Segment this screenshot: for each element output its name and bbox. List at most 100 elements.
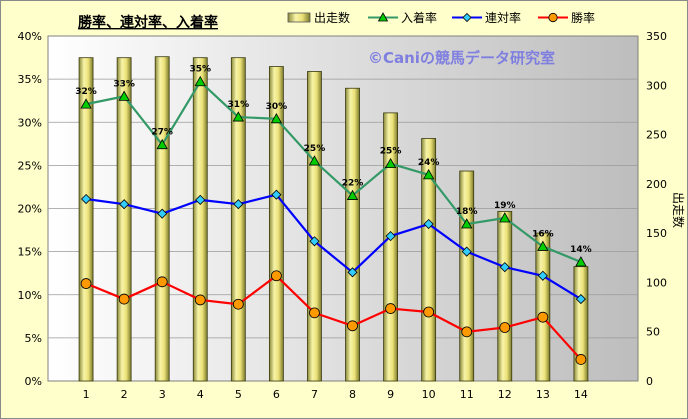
left-tick-label: 5% xyxy=(25,332,42,345)
left-tick-label: 30% xyxy=(18,116,42,129)
chart-title: 勝率、連対率、入着率 xyxy=(78,14,218,31)
point-triangle xyxy=(461,218,473,229)
point-diamond xyxy=(575,293,586,305)
point-diamond xyxy=(195,194,206,205)
legend-marker-series-1 xyxy=(462,12,472,23)
x-tick-label: 2 xyxy=(121,388,128,401)
right-axis-ticks: 0 50 100 150 200 250 300 350 xyxy=(646,30,667,388)
point-circle xyxy=(423,306,435,318)
point-circle xyxy=(156,276,168,288)
legend-item-bars: 出走数 xyxy=(287,10,350,25)
data-label: 14% xyxy=(570,245,592,255)
grid-lines xyxy=(48,78,638,339)
left-tick-label: 25% xyxy=(18,159,42,172)
right-tick-label: 300 xyxy=(646,79,667,92)
point-triangle xyxy=(499,212,511,223)
left-tick-label: 35% xyxy=(18,73,42,86)
right-tick-label: 100 xyxy=(646,276,667,289)
left-tick-label: 15% xyxy=(18,246,42,259)
bar xyxy=(268,66,284,382)
point-triangle xyxy=(575,256,587,267)
bar xyxy=(116,57,132,382)
point-triangle xyxy=(194,75,206,87)
point-circle xyxy=(461,326,473,338)
point-diamond xyxy=(80,193,92,205)
point-diamond xyxy=(309,236,320,247)
right-tick-label: 50 xyxy=(646,326,660,339)
data-label: 32% xyxy=(75,87,97,97)
right-tick-label: 250 xyxy=(646,129,667,142)
point-diamond xyxy=(423,218,434,230)
point-triangle xyxy=(537,240,549,251)
bar xyxy=(383,112,398,382)
point-circle xyxy=(194,294,206,306)
x-tick-label: 12 xyxy=(498,388,512,401)
x-tick-label: 6 xyxy=(273,388,280,401)
x-tick-label: 1 xyxy=(83,388,90,401)
data-label: 27% xyxy=(151,128,173,138)
point-circle xyxy=(347,320,358,332)
point-diamond xyxy=(119,199,130,210)
left-tick-label: 20% xyxy=(18,203,42,216)
point-diamond xyxy=(537,270,548,281)
legend: 出走数 入着率 連対率 勝率 xyxy=(287,10,595,25)
point-circle xyxy=(232,298,244,310)
bar xyxy=(573,266,589,382)
point-triangle xyxy=(80,98,92,109)
point-circle xyxy=(499,322,511,333)
marker-group xyxy=(80,75,587,365)
legend-item-series-1: 連対率 xyxy=(452,10,521,25)
data-label: 30% xyxy=(266,102,288,112)
point-triangle xyxy=(156,138,168,150)
line-series-group xyxy=(85,80,582,361)
data-label-group: 32% 33% 27% 35% 31% 30% 25% 22% 25% 24% 18% 19% 16% 1… xyxy=(75,65,591,255)
point-circle xyxy=(80,278,92,289)
watermark: ©Caniの競馬データ研究室 xyxy=(368,49,555,67)
legend-item-series-0: 入着率 xyxy=(368,10,437,25)
bar xyxy=(421,138,437,382)
bar xyxy=(154,56,170,382)
point-diamond xyxy=(271,189,282,200)
point-triangle xyxy=(346,189,359,200)
left-tick-label: 10% xyxy=(18,289,42,302)
point-circle xyxy=(118,293,130,305)
series-line-0 xyxy=(85,80,582,263)
data-label: 24% xyxy=(418,158,440,168)
legend-label-series-2: 勝率 xyxy=(571,10,595,25)
point-circle xyxy=(309,307,320,319)
point-circle xyxy=(537,311,549,323)
bar xyxy=(345,87,360,382)
data-label: 33% xyxy=(113,79,135,89)
bar xyxy=(78,57,94,382)
data-label: 19% xyxy=(494,201,516,211)
right-tick-label: 200 xyxy=(646,178,667,191)
point-circle xyxy=(575,354,587,365)
data-label: 22% xyxy=(342,179,364,189)
point-diamond xyxy=(385,231,396,242)
data-label: 16% xyxy=(532,229,554,239)
right-axis-label: 出走数 xyxy=(671,192,686,228)
point-circle xyxy=(385,303,396,314)
data-label: 18% xyxy=(456,207,478,217)
x-tick-label: 7 xyxy=(311,388,318,401)
point-triangle xyxy=(232,111,245,122)
bar xyxy=(307,71,322,382)
right-tick-label: 0 xyxy=(646,375,653,388)
x-tick-label: 11 xyxy=(460,388,474,401)
x-tick-label: 5 xyxy=(235,388,242,401)
point-triangle xyxy=(270,112,283,124)
series-line-2 xyxy=(85,274,582,361)
right-tick-label: 150 xyxy=(646,227,667,240)
x-axis-ticks: 1 2 3 4 5 6 7 8 9 10 11 12 13 14 xyxy=(83,388,588,401)
left-tick-label: 0% xyxy=(25,375,42,388)
right-tick-label: 350 xyxy=(646,30,667,43)
legend-marker-series-0 xyxy=(377,12,389,22)
bar xyxy=(192,57,208,382)
legend-marker-series-2 xyxy=(548,12,558,23)
left-tick-label: 40% xyxy=(18,30,42,43)
x-tick-label: 8 xyxy=(349,388,356,401)
point-triangle xyxy=(308,155,321,166)
point-triangle xyxy=(384,157,397,169)
legend-swatch-bars xyxy=(287,12,311,23)
point-triangle xyxy=(118,90,130,101)
